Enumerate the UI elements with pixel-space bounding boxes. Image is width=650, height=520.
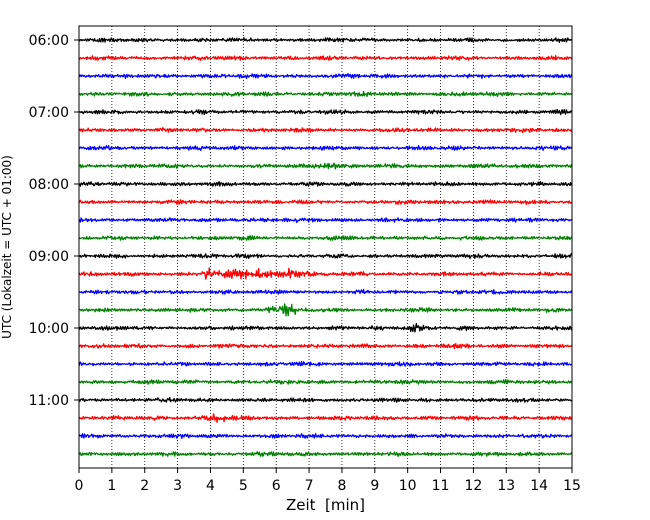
trace-line xyxy=(78,37,573,43)
y-tick-label: 06:00 xyxy=(29,33,69,49)
plot-frame xyxy=(78,25,573,469)
trace-line xyxy=(78,108,573,116)
trace-line xyxy=(78,433,573,440)
trace-line xyxy=(78,378,573,385)
trace-line xyxy=(78,396,573,403)
trace-line xyxy=(78,343,573,350)
trace-line xyxy=(78,303,573,317)
x-tick-label: 9 xyxy=(370,478,379,494)
x-axis-title: Zeit [min] xyxy=(286,496,365,514)
y-tick-label: 11:00 xyxy=(29,393,69,409)
y-tick-label: 07:00 xyxy=(29,105,69,121)
trace-line xyxy=(78,145,573,151)
trace-line xyxy=(78,361,573,367)
trace-line xyxy=(78,162,573,170)
x-tick-label: 10 xyxy=(399,478,417,494)
trace-line xyxy=(78,73,573,80)
y-axis-ticks: 06:00 07:00 08:00 09:00 10:00 11:00 xyxy=(29,33,79,409)
trace-line xyxy=(78,252,573,260)
x-tick-label: 6 xyxy=(272,478,281,494)
y-tick-label: 10:00 xyxy=(29,321,69,337)
x-tick-label: 1 xyxy=(107,478,116,494)
x-tick-label: 12 xyxy=(464,478,482,494)
y-tick-label: 09:00 xyxy=(29,249,69,265)
y-axis-title: UTC (Lokalzeit = UTC + 01:00) xyxy=(0,155,14,339)
x-tick-label: 15 xyxy=(563,478,581,494)
trace-line xyxy=(78,267,573,280)
seismic-traces xyxy=(78,37,573,457)
x-tick-label: 8 xyxy=(337,478,346,494)
x-tick-label: 4 xyxy=(206,478,215,494)
x-tick-label: 14 xyxy=(530,478,548,494)
x-tick-label: 5 xyxy=(239,478,248,494)
trace-line xyxy=(78,199,573,206)
x-axis-ticks: 0 1 2 3 4 5 6 7 8 9 10 11 12 13 14 15 xyxy=(75,468,581,494)
x-tick-label: 2 xyxy=(140,478,149,494)
trace-line xyxy=(78,181,573,187)
y-tick-label: 08:00 xyxy=(29,177,69,193)
trace-line xyxy=(78,54,573,61)
trace-line xyxy=(78,451,573,457)
x-tick-label: 3 xyxy=(173,478,182,494)
x-tick-label: 7 xyxy=(305,478,314,494)
x-tick-label: 0 xyxy=(75,478,84,494)
trace-line xyxy=(78,288,573,295)
trace-line xyxy=(78,322,573,333)
trace-line xyxy=(78,90,573,98)
trace-line xyxy=(78,217,573,224)
x-tick-label: 11 xyxy=(432,478,450,494)
plot-area-background xyxy=(79,26,572,468)
trace-line xyxy=(78,126,573,134)
trace-line xyxy=(78,235,573,241)
trace-line xyxy=(78,413,573,423)
x-tick-label: 13 xyxy=(497,478,515,494)
